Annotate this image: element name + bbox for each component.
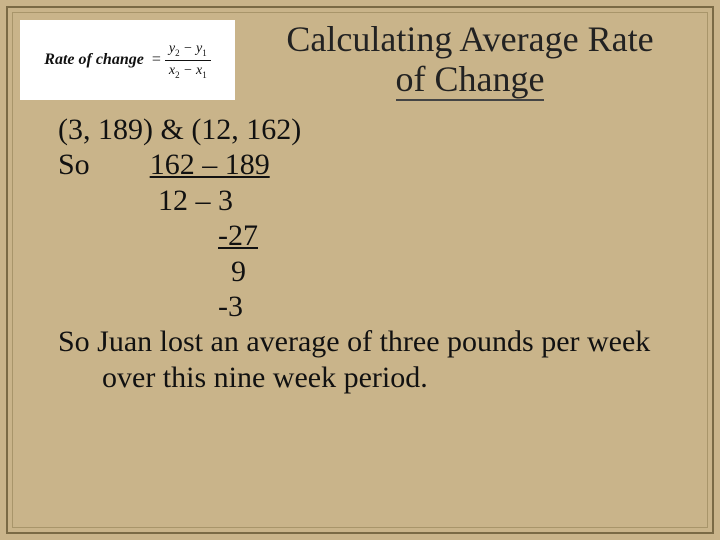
title-line-2-text: of Change	[396, 59, 545, 101]
result-value: -3	[218, 290, 243, 323]
fraction-2-numerator: -27	[218, 219, 258, 252]
conclusion-text: So Juan lost an average of three pounds …	[58, 324, 690, 395]
title-line-1: Calculating Average Rate	[240, 20, 700, 60]
calc-line-1: So 162 – 189	[58, 147, 690, 182]
formula: Rate of change = y2 − y1 x2 − x1	[44, 41, 210, 80]
calc-line-2: 12 – 3	[58, 183, 690, 218]
so-label: So	[58, 148, 90, 181]
calc-result: -3	[58, 289, 690, 324]
formula-fraction: y2 − y1 x2 − x1	[165, 41, 211, 80]
points-line: (3, 189) & (12, 162)	[58, 112, 690, 147]
formula-denominator: x2 − x1	[165, 61, 211, 80]
fraction-2-denominator: 9	[231, 255, 246, 288]
slide-title: Calculating Average Rate of Change	[240, 20, 700, 99]
equals-sign: =	[152, 51, 161, 69]
formula-label: Rate of change	[44, 51, 144, 69]
title-line-2: of Change	[240, 60, 700, 100]
calc-line-4: 9	[58, 254, 690, 289]
calc-line-3: -27	[58, 218, 690, 253]
slide-body: (3, 189) & (12, 162) So162 – 189 12 – 3 …	[58, 112, 690, 395]
fraction-1-numerator: 162 – 189	[150, 148, 270, 181]
formula-numerator: y2 − y1	[165, 41, 211, 61]
fraction-1-denominator: 12 – 3	[158, 184, 233, 217]
formula-box: Rate of change = y2 − y1 x2 − x1	[20, 20, 235, 100]
